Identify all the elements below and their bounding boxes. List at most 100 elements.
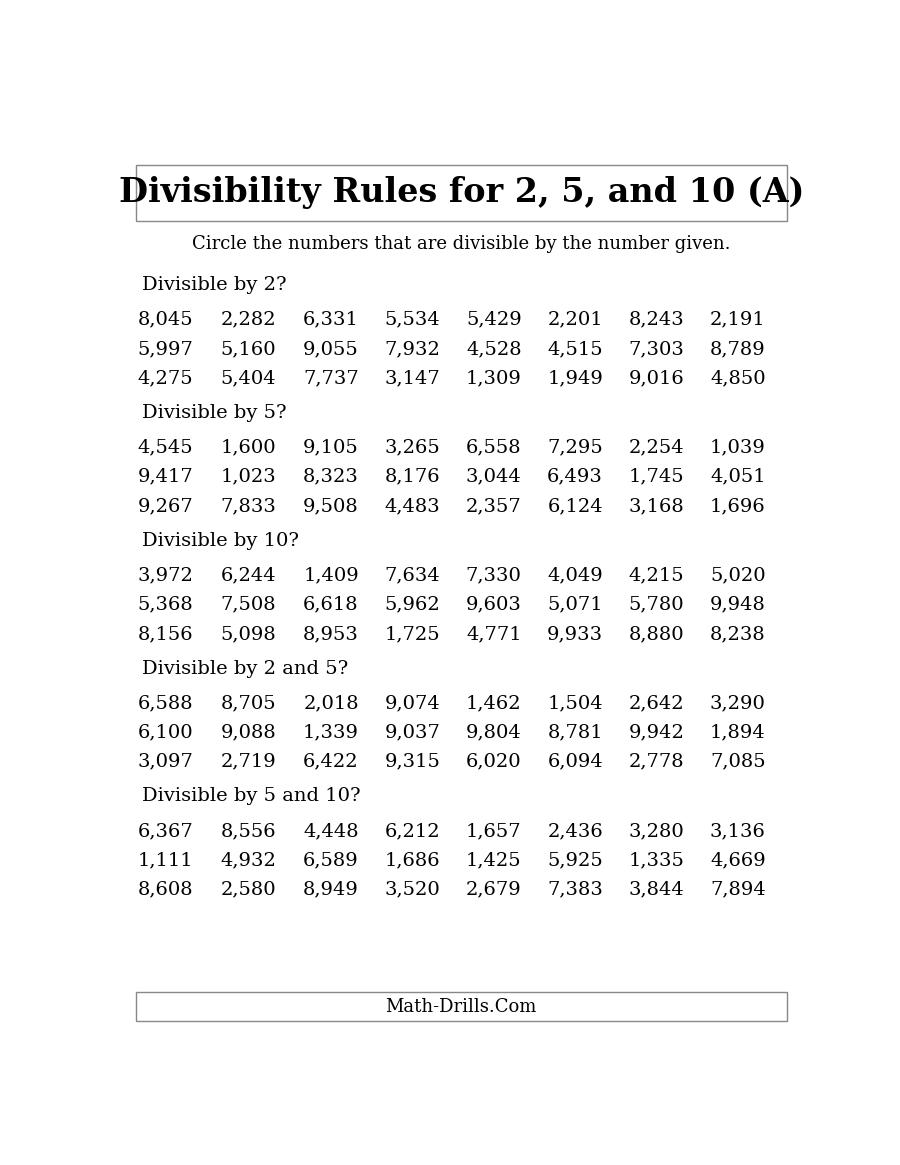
Text: 1,657: 1,657 xyxy=(466,822,522,840)
Text: 7,295: 7,295 xyxy=(547,438,603,457)
Text: 7,932: 7,932 xyxy=(384,340,440,358)
Text: 1,745: 1,745 xyxy=(629,468,684,486)
Text: 9,804: 9,804 xyxy=(466,723,522,741)
Text: 1,894: 1,894 xyxy=(710,723,766,741)
Text: 1,023: 1,023 xyxy=(220,468,276,486)
Text: 1,339: 1,339 xyxy=(303,723,359,741)
Text: 5,997: 5,997 xyxy=(138,340,194,358)
Text: 7,383: 7,383 xyxy=(547,881,603,898)
Text: 3,044: 3,044 xyxy=(466,468,522,486)
Text: 8,880: 8,880 xyxy=(629,624,684,643)
Text: 4,850: 4,850 xyxy=(710,369,766,387)
Text: 8,238: 8,238 xyxy=(710,624,766,643)
Text: 2,254: 2,254 xyxy=(629,438,684,457)
Text: 7,894: 7,894 xyxy=(710,881,766,898)
Text: 9,267: 9,267 xyxy=(138,497,194,515)
Text: 6,244: 6,244 xyxy=(220,566,276,585)
Text: 2,018: 2,018 xyxy=(303,694,359,712)
Text: 8,156: 8,156 xyxy=(138,624,193,643)
Text: 8,949: 8,949 xyxy=(303,881,359,898)
Text: 9,088: 9,088 xyxy=(220,723,276,741)
Text: Divisible by 5 and 10?: Divisible by 5 and 10? xyxy=(142,788,361,805)
Text: 6,618: 6,618 xyxy=(303,595,359,614)
Text: 9,055: 9,055 xyxy=(303,340,359,358)
Text: 3,844: 3,844 xyxy=(629,881,684,898)
Text: 4,051: 4,051 xyxy=(710,468,766,486)
Text: 8,323: 8,323 xyxy=(303,468,359,486)
Text: 2,357: 2,357 xyxy=(466,497,522,515)
Text: 4,515: 4,515 xyxy=(547,340,603,358)
Text: 3,147: 3,147 xyxy=(384,369,440,387)
Text: 8,176: 8,176 xyxy=(384,468,440,486)
Text: 7,737: 7,737 xyxy=(303,369,359,387)
Text: 5,780: 5,780 xyxy=(629,595,684,614)
Text: 4,215: 4,215 xyxy=(629,566,684,585)
Text: 2,282: 2,282 xyxy=(220,311,276,329)
Text: 6,589: 6,589 xyxy=(303,852,359,869)
Text: 1,600: 1,600 xyxy=(220,438,276,457)
Text: 8,705: 8,705 xyxy=(220,694,276,712)
Text: 8,045: 8,045 xyxy=(138,311,193,329)
Text: 1,686: 1,686 xyxy=(384,852,440,869)
Text: 5,368: 5,368 xyxy=(138,595,194,614)
Text: 1,949: 1,949 xyxy=(547,369,603,387)
Text: 6,212: 6,212 xyxy=(384,822,440,840)
Text: 1,111: 1,111 xyxy=(138,852,193,869)
Text: 4,932: 4,932 xyxy=(220,852,276,869)
Text: 9,315: 9,315 xyxy=(384,753,440,771)
Text: 5,962: 5,962 xyxy=(384,595,440,614)
Text: 6,493: 6,493 xyxy=(547,468,603,486)
Text: 2,201: 2,201 xyxy=(547,311,603,329)
Text: 3,972: 3,972 xyxy=(138,566,194,585)
Text: 2,580: 2,580 xyxy=(220,881,276,898)
Text: 2,436: 2,436 xyxy=(547,822,603,840)
Text: 9,037: 9,037 xyxy=(384,723,440,741)
Text: 9,016: 9,016 xyxy=(629,369,684,387)
Text: 5,160: 5,160 xyxy=(220,340,276,358)
Text: 8,953: 8,953 xyxy=(303,624,359,643)
Text: 4,483: 4,483 xyxy=(384,497,440,515)
Text: 6,094: 6,094 xyxy=(547,753,603,771)
Text: Divisible by 5?: Divisible by 5? xyxy=(142,404,286,422)
Text: 6,588: 6,588 xyxy=(138,694,193,712)
Text: 1,409: 1,409 xyxy=(303,566,359,585)
Text: 2,191: 2,191 xyxy=(710,311,766,329)
FancyBboxPatch shape xyxy=(136,165,787,220)
Text: 4,545: 4,545 xyxy=(138,438,193,457)
Text: Math-Drills.Com: Math-Drills.Com xyxy=(385,997,537,1016)
Text: 9,933: 9,933 xyxy=(547,624,603,643)
Text: 6,124: 6,124 xyxy=(547,497,603,515)
Text: 1,039: 1,039 xyxy=(710,438,766,457)
Text: 3,290: 3,290 xyxy=(710,694,766,712)
Text: 4,528: 4,528 xyxy=(466,340,522,358)
Text: 1,696: 1,696 xyxy=(710,497,766,515)
Text: 9,603: 9,603 xyxy=(466,595,522,614)
Text: Divisible by 10?: Divisible by 10? xyxy=(142,531,299,550)
Text: 7,303: 7,303 xyxy=(628,340,685,358)
Text: 3,520: 3,520 xyxy=(384,881,440,898)
Text: 6,020: 6,020 xyxy=(466,753,522,771)
Text: 7,508: 7,508 xyxy=(220,595,276,614)
Text: 4,771: 4,771 xyxy=(466,624,522,643)
FancyBboxPatch shape xyxy=(136,993,787,1022)
Text: 5,404: 5,404 xyxy=(220,369,276,387)
Text: 7,833: 7,833 xyxy=(220,497,276,515)
Text: 4,669: 4,669 xyxy=(710,852,766,869)
Text: 1,335: 1,335 xyxy=(628,852,685,869)
Text: 7,085: 7,085 xyxy=(710,753,766,771)
Text: 9,417: 9,417 xyxy=(138,468,194,486)
Text: 3,168: 3,168 xyxy=(629,497,684,515)
Text: 8,243: 8,243 xyxy=(629,311,684,329)
Text: 7,330: 7,330 xyxy=(466,566,522,585)
Text: 6,100: 6,100 xyxy=(138,723,193,741)
Text: 8,608: 8,608 xyxy=(138,881,193,898)
Text: 9,942: 9,942 xyxy=(628,723,685,741)
Text: 1,725: 1,725 xyxy=(384,624,440,643)
Text: Divisibility Rules for 2, 5, and 10 (A): Divisibility Rules for 2, 5, and 10 (A) xyxy=(119,176,804,210)
Text: 5,020: 5,020 xyxy=(710,566,766,585)
Text: 9,508: 9,508 xyxy=(303,497,359,515)
Text: 2,679: 2,679 xyxy=(466,881,522,898)
Text: Divisible by 2?: Divisible by 2? xyxy=(142,276,286,294)
Text: 2,778: 2,778 xyxy=(629,753,684,771)
Text: 2,642: 2,642 xyxy=(629,694,684,712)
